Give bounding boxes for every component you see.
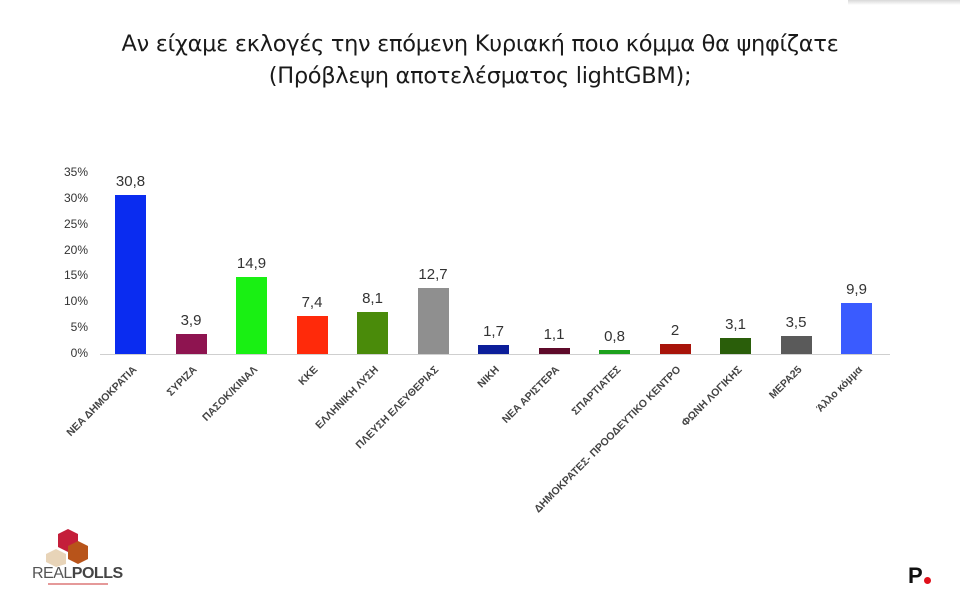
data-label: 8,1 (362, 290, 383, 308)
realpolls-logo: REALPOLLS (28, 527, 128, 587)
x-axis-label: ΝΕΑ ΑΡΙΣΤΕΡΑ (499, 363, 562, 426)
x-axis-label: ΦΩΝΗ ΛΟΓΙΚΗΣ (678, 363, 745, 430)
data-label: 30,8 (115, 172, 146, 190)
y-tick-label: 20% (63, 242, 88, 257)
realpolls-wordmark: REALPOLLS (32, 565, 123, 582)
chart-title-line-2: (Πρόβλεψη αποτελέσματος lightGBM); (268, 63, 692, 89)
data-label: 7,4 (301, 293, 323, 311)
data-label: 1,1 (543, 326, 565, 344)
x-axis-label: ΚΚΕ (296, 363, 321, 388)
bar (236, 276, 267, 354)
y-tick-label: 10% (63, 294, 88, 309)
y-tick-label: 35% (63, 165, 88, 179)
chart-title: Αν είχαμε εκλογές την επόμενη Κυριακή πο… (0, 28, 960, 92)
data-label: 1,7 (483, 323, 504, 341)
bar (115, 194, 146, 354)
bar (296, 315, 328, 354)
data-label: 9,9 (846, 280, 867, 298)
x-axis-label: ΣΠΑΡΤΙΑΤΕΣ (569, 363, 623, 418)
bar (417, 288, 449, 354)
bar (357, 312, 388, 354)
x-axis-label: ΣΥΡΙΖΑ (164, 363, 200, 399)
data-label: 3,1 (725, 315, 746, 333)
y-tick-label: 30% (63, 190, 88, 205)
cubes-icon (46, 529, 88, 567)
y-tick-label: 15% (63, 268, 88, 283)
y-tick-label: 5% (70, 320, 88, 335)
bar (841, 302, 872, 354)
chart-title-line-1: Αν είχαμε εκλογές την επόμενη Κυριακή πο… (121, 31, 839, 57)
data-label: 3,9 (180, 311, 202, 329)
x-axis-label: ΝΙΚΗ (474, 363, 502, 391)
bar (478, 345, 509, 354)
bar (720, 337, 751, 354)
y-tick-label: 25% (63, 216, 88, 231)
bar (599, 349, 630, 354)
data-label: 3,5 (785, 313, 807, 331)
x-axis-label: Άλλο κόμμα (813, 363, 865, 415)
data-label: 0,8 (604, 327, 625, 345)
x-axis-label: ΠΑΣΟΚ/ΚΙΝΑΛ (199, 363, 260, 424)
x-axis-label: ΜΕΡΑ25 (766, 363, 805, 402)
data-label: 2 (670, 321, 680, 339)
y-tick-label: 0% (70, 346, 88, 360)
publisher-logo: P (908, 563, 931, 589)
x-axis-label: ΝΕΑ ΔΗΜΟΚΡΑΤΙΑ (63, 363, 139, 439)
bar (538, 348, 570, 354)
window-edge-shadow (848, 0, 960, 5)
data-label: 12,7 (418, 266, 448, 284)
data-label: 14,9 (236, 254, 267, 272)
x-axis-line (100, 354, 890, 355)
bar (659, 343, 691, 354)
realpolls-tagline (48, 583, 108, 585)
x-axis-label: ΕΛΛΗΝΙΚΗ ΛΥΣΗ (312, 363, 381, 432)
red-dot-icon (924, 577, 931, 584)
bar (780, 335, 812, 354)
bar (175, 333, 207, 354)
